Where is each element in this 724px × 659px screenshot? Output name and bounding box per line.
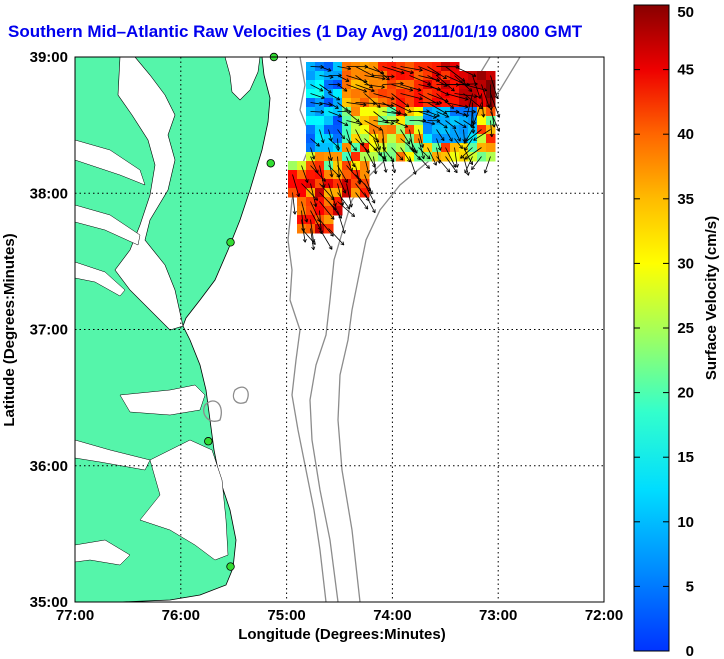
title-colorbar-overlap [608, 20, 630, 46]
colorbar-tick-label: 20 [677, 385, 694, 402]
x-tick-label: 73:00 [479, 607, 517, 624]
pamlico-sound [139, 439, 229, 561]
colorbar-tick-label: 25 [677, 320, 694, 337]
colorbar-tick-label: 30 [677, 255, 694, 272]
colorbar-tick-label: 15 [677, 449, 694, 466]
y-tick-label: 37:00 [30, 322, 68, 339]
x-tick-label: 72:00 [585, 607, 623, 624]
colorbar-tick-label: 0 [686, 643, 694, 659]
delaware-bay [224, 57, 261, 101]
x-tick-labels: 77:00 76:00 75:00 74:00 73:00 72:00 [56, 607, 623, 624]
x-tick-label: 77:00 [56, 607, 94, 624]
y-tick-label: 36:00 [30, 458, 68, 475]
y-tick-label: 38:00 [30, 185, 68, 202]
colorbar-tick-label: 50 [677, 4, 694, 21]
x-tick-label: 74:00 [373, 607, 411, 624]
radar-stations [204, 52, 279, 571]
velocity-arrows [292, 64, 501, 251]
colorbar-label: Surface Velocity (cm/s) [703, 216, 720, 380]
y-tick-label: 35:00 [30, 594, 68, 611]
albemarle-sound [119, 384, 206, 416]
colorbar-tick-label: 40 [677, 126, 694, 143]
y-tick-label: 39:00 [30, 49, 68, 66]
x-tick-label: 76:00 [162, 607, 200, 624]
chart-title: Southern Mid–Atlantic Raw Velocities (1 … [8, 22, 583, 41]
colorbar-ticks: 0 5 10 15 20 25 30 35 40 45 50 [634, 4, 694, 659]
y-axis-label: Latitude (Degrees:Minutes) [1, 233, 18, 426]
colorbar-tick-label: 35 [677, 191, 694, 208]
station-marker [226, 238, 235, 247]
plot-frame [74, 56, 605, 603]
colorbar-tick-label: 5 [686, 578, 694, 595]
x-axis-label: Longitude (Degrees:Minutes) [238, 626, 446, 643]
station-marker [226, 562, 235, 571]
colorbar-tick-label: 10 [677, 514, 694, 531]
station-marker [204, 437, 213, 446]
colorbar-tick-label: 45 [677, 62, 694, 79]
y-tick-labels: 39:00 38:00 37:00 36:00 35:00 [30, 49, 68, 611]
x-tick-label: 75:00 [267, 607, 305, 624]
chesapeake-bay [114, 57, 184, 331]
station-marker [266, 159, 275, 168]
